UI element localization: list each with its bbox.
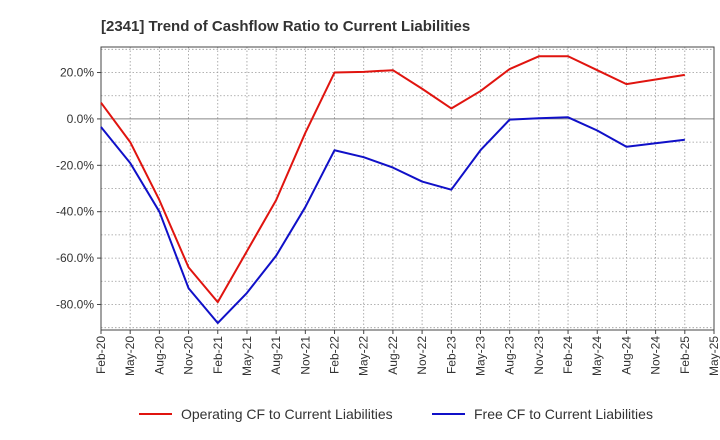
x-tick-label: Nov-24 bbox=[649, 336, 663, 375]
x-tick-label: Feb-24 bbox=[561, 336, 575, 374]
x-tick-label: Nov-22 bbox=[415, 336, 429, 375]
x-tick-label: Aug-20 bbox=[152, 336, 166, 375]
x-tick-label: Feb-25 bbox=[678, 336, 692, 374]
plot-frame bbox=[100, 46, 715, 331]
x-tick-label: Nov-23 bbox=[532, 336, 546, 375]
x-tick-label: Feb-20 bbox=[94, 336, 108, 374]
legend-label-free-cf: Free CF to Current Liabilities bbox=[474, 406, 653, 422]
x-tick-label: May-24 bbox=[590, 336, 604, 376]
x-tick-label: Feb-21 bbox=[211, 336, 225, 374]
x-tick-label: Aug-21 bbox=[269, 336, 283, 375]
x-tick-label: May-21 bbox=[240, 336, 254, 376]
y-axis-ticks: 20.0% 0.0% -20.0% -40.0% -60.0% -80.0% bbox=[56, 66, 101, 311]
y-tick-label: -40.0% bbox=[56, 205, 94, 219]
y-tick-label: 0.0% bbox=[67, 112, 95, 126]
plot-border bbox=[100, 46, 715, 331]
legend: Operating CF to Current Liabilities Free… bbox=[139, 406, 653, 422]
x-tick-label: Feb-22 bbox=[328, 336, 342, 374]
x-tick-label: Aug-23 bbox=[503, 336, 517, 375]
x-tick-label: May-22 bbox=[357, 336, 371, 376]
legend-label-operating-cf: Operating CF to Current Liabilities bbox=[181, 406, 393, 422]
y-tick-label: -20.0% bbox=[56, 158, 94, 172]
y-tick-label: -60.0% bbox=[56, 251, 94, 265]
grid-lines bbox=[100, 47, 715, 330]
x-tick-label: Feb-23 bbox=[444, 336, 458, 374]
x-tick-label: May-23 bbox=[473, 336, 487, 376]
x-axis-ticks: Feb-20 May-20 Aug-20 Nov-20 Feb-21 May-21 Aug-… bbox=[94, 330, 720, 376]
x-tick-label: May-20 bbox=[123, 336, 137, 376]
chart-title: [2341] Trend of Cashflow Ratio to Curren… bbox=[101, 18, 470, 35]
y-tick-label: 20.0% bbox=[60, 66, 94, 80]
x-tick-label: Nov-20 bbox=[182, 336, 196, 375]
x-tick-label: May-25 bbox=[707, 336, 720, 376]
series-lines bbox=[100, 55, 685, 325]
x-tick-label: Nov-21 bbox=[298, 336, 312, 375]
x-tick-label: Aug-22 bbox=[386, 336, 400, 375]
y-tick-label: -80.0% bbox=[56, 297, 94, 311]
x-tick-label: Aug-24 bbox=[619, 336, 633, 375]
